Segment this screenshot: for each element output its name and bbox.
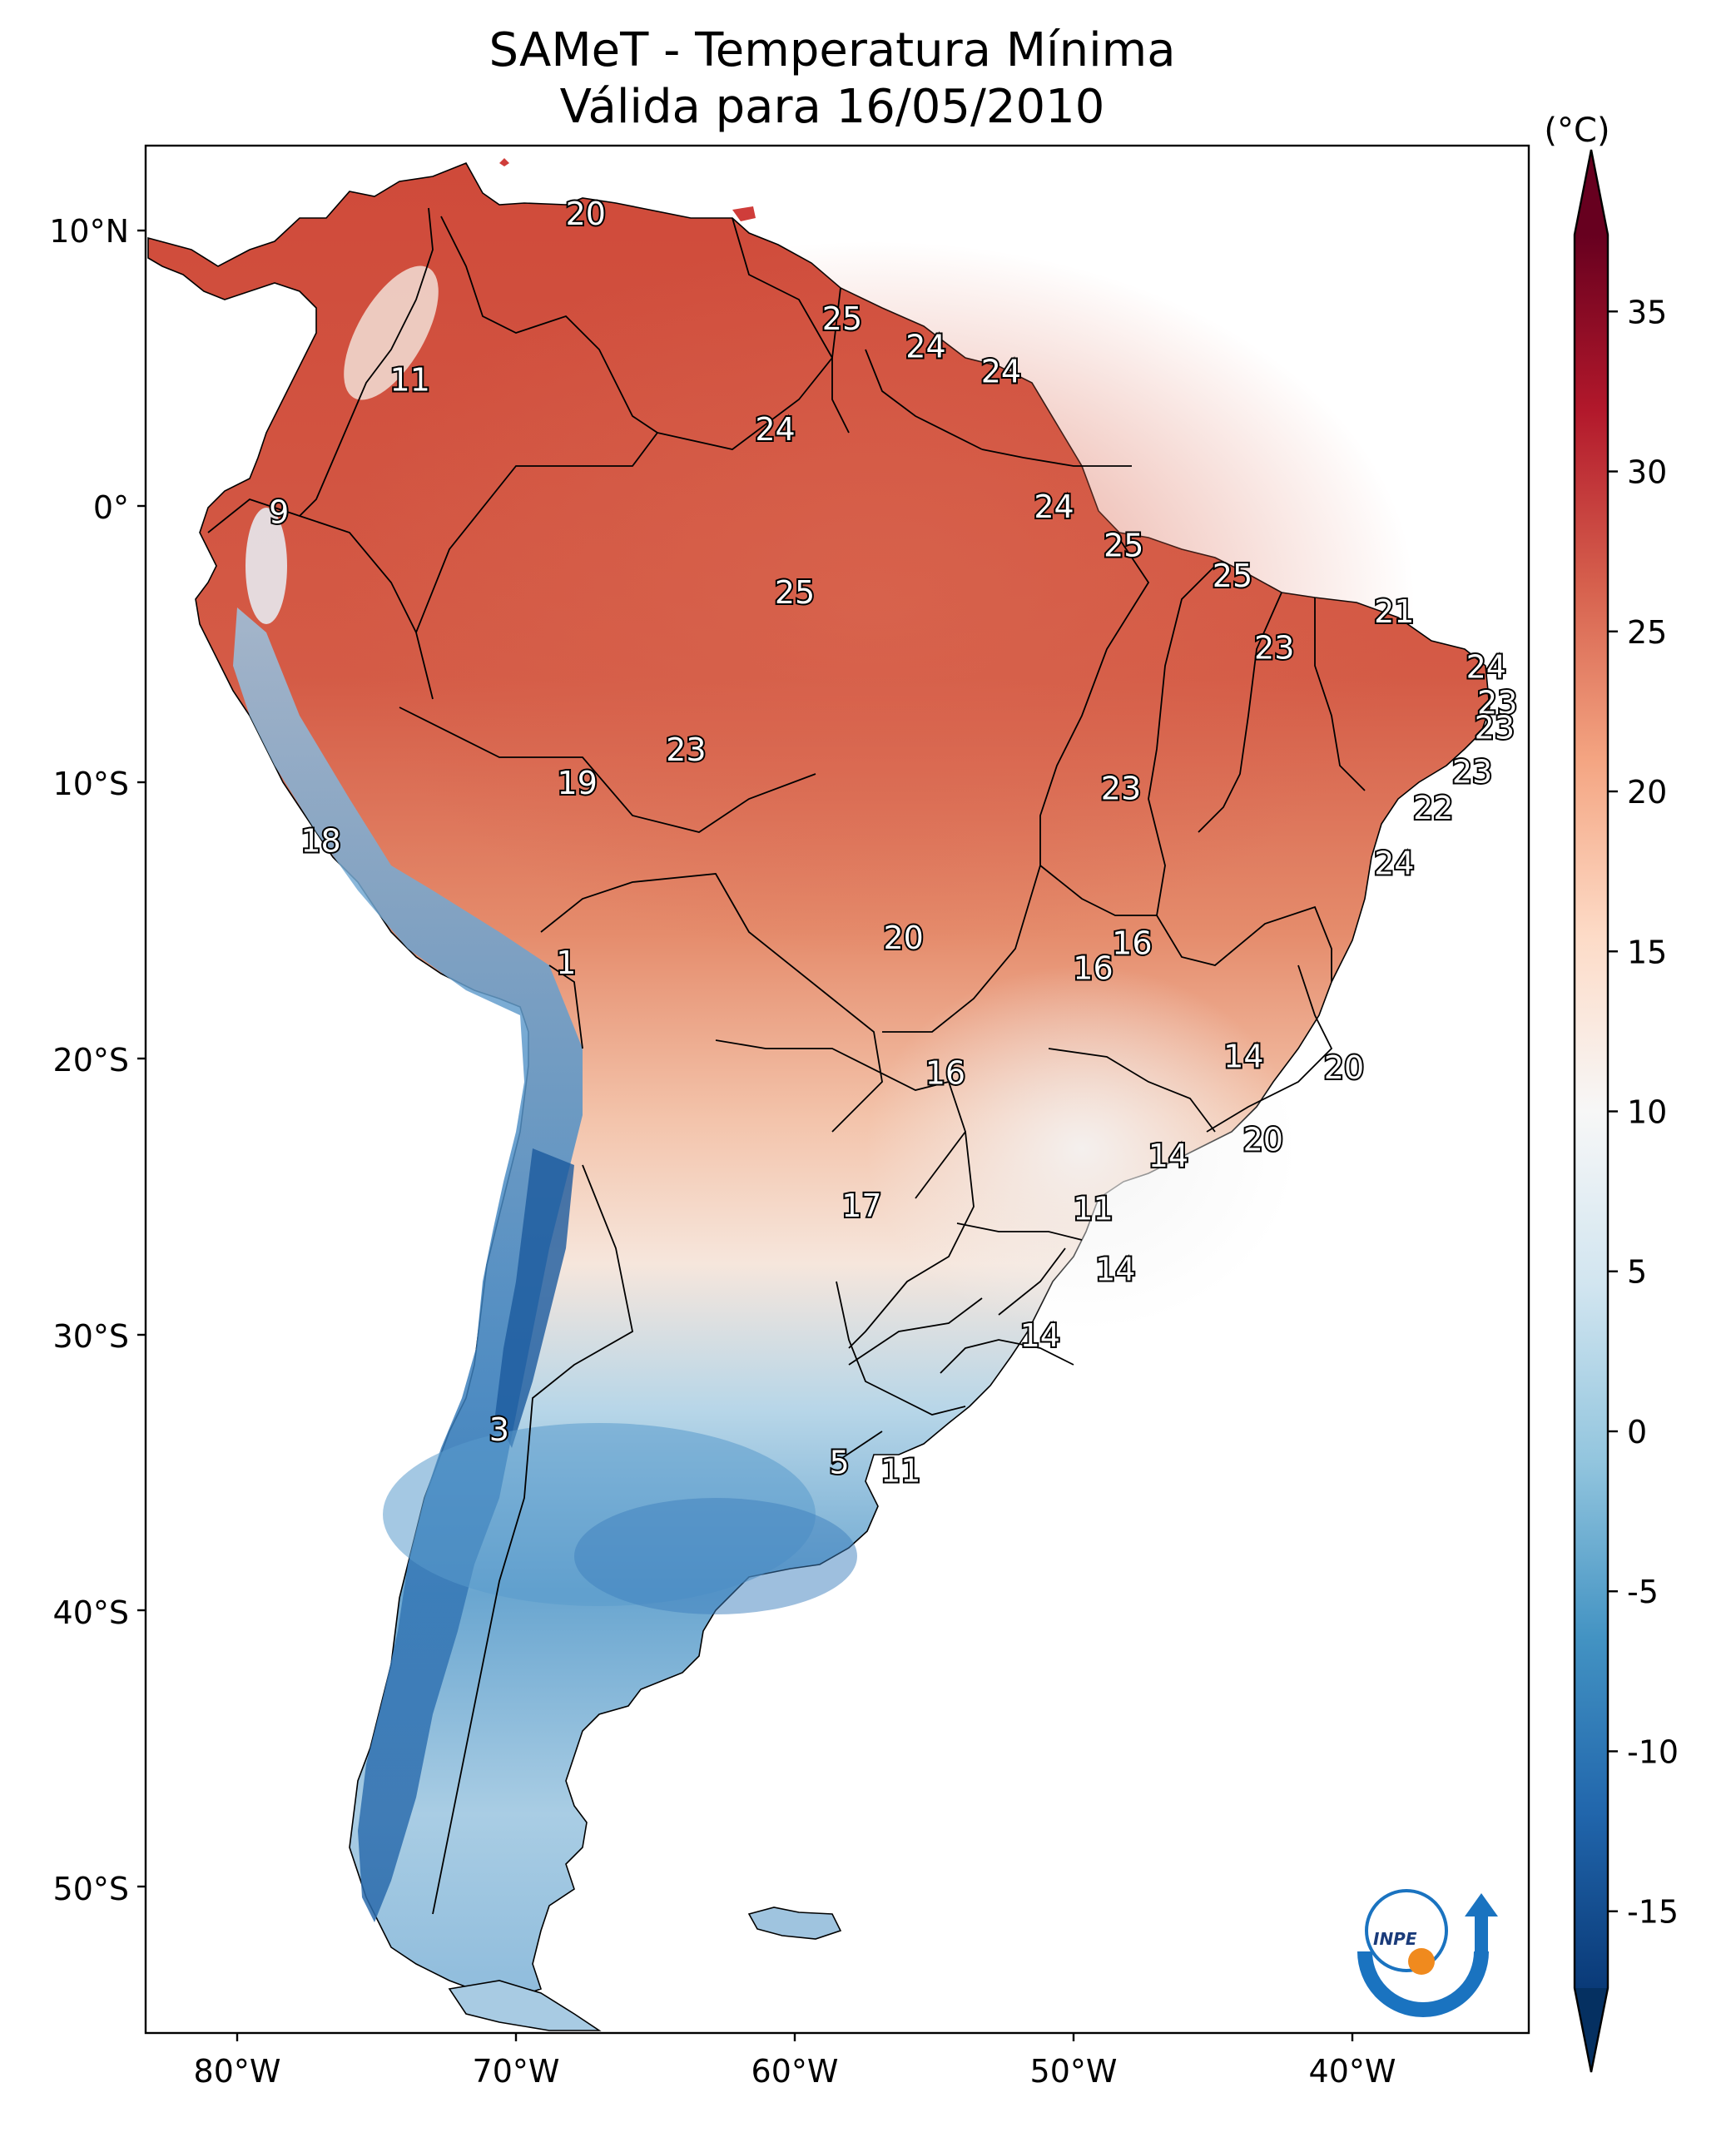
temperature-label: 21 (1374, 593, 1414, 630)
andes-cold-band (233, 607, 583, 1922)
temperature-label: 1 (556, 945, 576, 981)
temperature-label: 14 (1095, 1251, 1135, 1287)
lat-tick-label: 0° (93, 489, 129, 526)
temperature-label: 24 (1034, 488, 1074, 525)
lon-tick-label: 80°W (194, 2053, 281, 2090)
temperature-label: 25 (1213, 558, 1252, 594)
lon-tick-label: 60°W (751, 2053, 839, 2090)
temperature-label: 23 (1477, 685, 1517, 721)
temperature-label: 24 (905, 328, 945, 364)
colorbar-tick-label: -15 (1627, 1894, 1679, 1931)
temperature-label: 25 (822, 300, 862, 337)
lat-tick-label: 50°S (53, 1871, 129, 1907)
andes-deep-cold (495, 1148, 574, 1448)
lat-tick-label: 40°S (53, 1594, 129, 1631)
lon-tick-label: 70°W (473, 2053, 560, 2090)
colorbar-tick-label: 15 (1627, 934, 1667, 970)
falkland-islands (747, 1907, 842, 1940)
map-title: SAMeT - Temperatura Mínima (489, 23, 1176, 77)
temperature-label: 24 (1374, 845, 1414, 881)
temperature-label: 5 (830, 1445, 850, 1481)
temperature-label: 14 (1223, 1039, 1263, 1075)
inpe-logo: INPE (1357, 1889, 1498, 2017)
colorbar-extend-top (1575, 150, 1608, 235)
temperature-label: 11 (1073, 1190, 1113, 1227)
temperature-label: 14 (1020, 1317, 1060, 1354)
temperature-label: 20 (1324, 1049, 1364, 1086)
lon-tick-label: 50°W (1030, 2053, 1118, 2090)
temperature-label: 14 (1148, 1138, 1188, 1174)
lat-tick-label: 20°S (53, 1042, 129, 1078)
temperature-label: 20 (883, 920, 923, 956)
temperature-label: 22 (1413, 790, 1453, 826)
temperature-label: 20 (1243, 1121, 1283, 1158)
colorbar-tick-label: -5 (1627, 1574, 1659, 1610)
temperature-label: 19 (558, 765, 598, 801)
logo-text: INPE (1373, 1929, 1417, 1949)
temperature-field (147, 158, 1490, 2031)
temperature-label: 11 (390, 361, 430, 398)
axis-tick-marks (137, 229, 1354, 2041)
longitude-tick-labels: 80°W 70°W 60°W 50°W 40°W (194, 2053, 1396, 2090)
lat-tick-label: 10°S (53, 766, 129, 802)
colorbar-body (1575, 235, 1608, 1988)
cool-southeast-region (866, 965, 1298, 1331)
colorbar-tick-label: 20 (1627, 774, 1667, 811)
temperature-label: 25 (775, 574, 815, 611)
colorbar-tick-label: -10 (1627, 1733, 1679, 1770)
temperature-label: 23 (1475, 710, 1515, 746)
colorbar-unit: (°C) (1544, 112, 1610, 150)
colorbar-tick-label: 35 (1627, 294, 1667, 330)
map-subtitle: Válida para 16/05/2010 (559, 80, 1105, 134)
temperature-label: 17 (841, 1188, 881, 1224)
lon-tick-label: 40°W (1309, 2053, 1396, 2090)
colorbar-extend-bottom (1575, 1988, 1608, 2072)
colorbar-tick-label: 25 (1627, 614, 1667, 651)
colorbar: 35 30 25 20 15 10 5 0 -5 -10 -15 (°C) (1544, 112, 1679, 2073)
temperature-label: 20 (566, 196, 606, 232)
temperature-label: 23 (1254, 629, 1294, 666)
colorbar-tick-label: 30 (1627, 454, 1667, 491)
temperature-label: 23 (666, 731, 706, 768)
temperature-label: 11 (880, 1453, 920, 1490)
colorbar-tick-label: 5 (1627, 1254, 1647, 1291)
temperature-label: 24 (755, 411, 795, 448)
temperature-label: 16 (1112, 925, 1152, 962)
temperature-label: 25 (1104, 527, 1143, 563)
temperature-label: 24 (981, 353, 1021, 389)
lat-tick-label: 10°N (49, 213, 129, 250)
temperature-label: 9 (269, 494, 289, 531)
temperature-label: 16 (925, 1055, 965, 1092)
temperature-label: 24 (1466, 649, 1506, 686)
country-borders (207, 207, 1366, 1915)
temperature-label: 3 (489, 1411, 509, 1448)
colorbar-tick-label: 0 (1627, 1414, 1647, 1450)
lat-tick-label: 30°S (53, 1318, 129, 1355)
tierra-del-fuego (448, 1980, 602, 2031)
colorbar-tick-label: 10 (1627, 1094, 1667, 1131)
temperature-label: 23 (1101, 771, 1141, 807)
temperature-label: 16 (1073, 950, 1113, 986)
plot-frame (144, 144, 1530, 2035)
temperature-label: 23 (1452, 754, 1492, 791)
temperature-label: 18 (300, 823, 340, 860)
warm-region (333, 241, 1415, 957)
latitude-tick-labels: 10°N 0° 10°S 20°S 30°S 40°S 50°S (49, 213, 129, 1907)
